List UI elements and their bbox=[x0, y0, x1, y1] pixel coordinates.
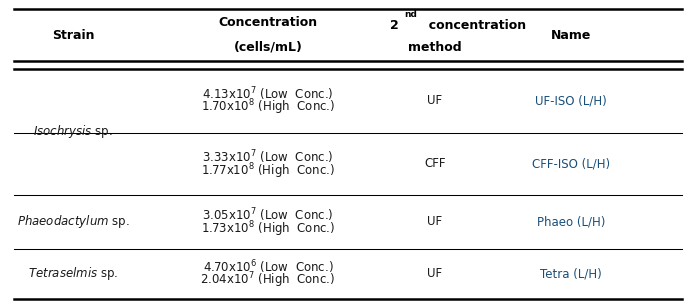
Text: 4.13x10$^{7}$ (Low  Conc.): 4.13x10$^{7}$ (Low Conc.) bbox=[202, 85, 334, 102]
Text: 1.73x10$^{8}$ (High  Conc.): 1.73x10$^{8}$ (High Conc.) bbox=[200, 219, 335, 239]
Text: Concentration: Concentration bbox=[219, 16, 317, 29]
Text: $\it{Isochrysis}$ sp.: $\it{Isochrysis}$ sp. bbox=[33, 124, 113, 140]
Text: CFF: CFF bbox=[425, 157, 445, 170]
Text: UF: UF bbox=[427, 267, 443, 280]
Text: Strain: Strain bbox=[52, 29, 95, 41]
Text: method: method bbox=[408, 41, 462, 54]
Text: 4.70x10$^{6}$ (Low  Conc.): 4.70x10$^{6}$ (Low Conc.) bbox=[203, 258, 333, 276]
Text: 2.04x10$^{7}$ (High  Conc.): 2.04x10$^{7}$ (High Conc.) bbox=[200, 271, 335, 290]
Text: 3.33x10$^{7}$ (Low  Conc.): 3.33x10$^{7}$ (Low Conc.) bbox=[202, 148, 334, 166]
Text: UF: UF bbox=[427, 215, 443, 228]
Text: Phaeo (L/H): Phaeo (L/H) bbox=[537, 215, 605, 228]
Text: UF-ISO (L/H): UF-ISO (L/H) bbox=[535, 94, 607, 107]
Text: 1.70x10$^{8}$ (High  Conc.): 1.70x10$^{8}$ (High Conc.) bbox=[200, 98, 335, 117]
Text: $\it{Tetraselmis}$ sp.: $\it{Tetraselmis}$ sp. bbox=[28, 265, 118, 282]
Text: concentration: concentration bbox=[420, 20, 526, 32]
Text: Tetra (L/H): Tetra (L/H) bbox=[540, 267, 601, 280]
Text: CFF-ISO (L/H): CFF-ISO (L/H) bbox=[532, 157, 610, 170]
Text: $\it{Phaeodactylum}$ sp.: $\it{Phaeodactylum}$ sp. bbox=[17, 214, 129, 230]
Text: 2: 2 bbox=[390, 20, 399, 32]
Text: 3.05x10$^{7}$ (Low  Conc.): 3.05x10$^{7}$ (Low Conc.) bbox=[202, 206, 334, 224]
Text: UF: UF bbox=[427, 94, 443, 107]
Text: Name: Name bbox=[551, 29, 591, 41]
Text: (cells/mL): (cells/mL) bbox=[234, 41, 302, 54]
Text: 1.77x10$^{8}$ (High  Conc.): 1.77x10$^{8}$ (High Conc.) bbox=[201, 161, 335, 181]
Text: nd: nd bbox=[404, 10, 417, 19]
